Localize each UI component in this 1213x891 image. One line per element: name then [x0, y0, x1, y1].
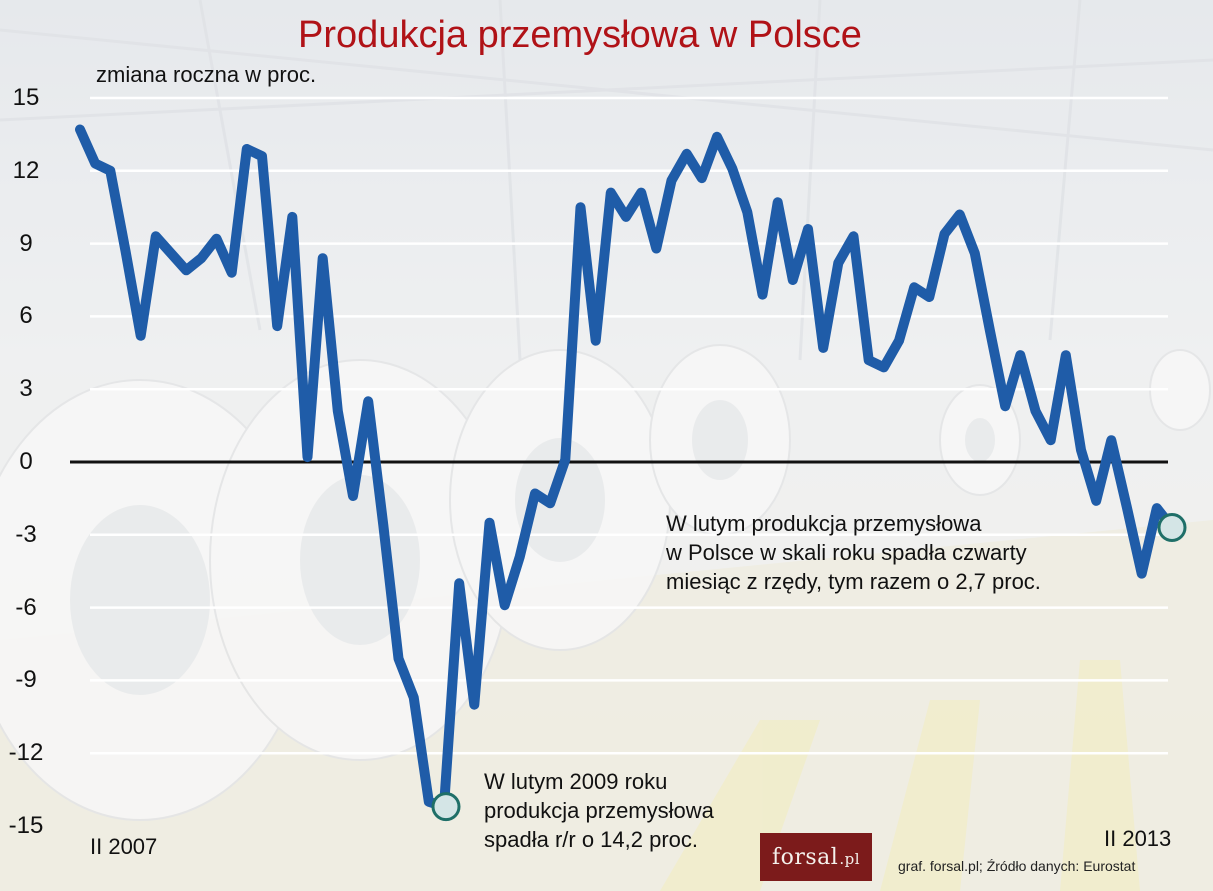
gridlines: [90, 98, 1168, 753]
annotation-low-line-1: W lutym 2009 roku: [484, 767, 714, 796]
annotation-last-line-2: w Polsce w skali roku spadła czwarty: [666, 538, 1041, 567]
annotation-last-point: W lutym produkcja przemysłowa w Polsce w…: [666, 509, 1041, 596]
annotation-last-line-3: miesiąc z rzędy, tym razem o 2,7 proc.: [666, 567, 1041, 596]
x-end-label: II 2013: [1104, 826, 1171, 852]
annotation-low-point: W lutym 2009 roku produkcja przemysłowa …: [484, 767, 714, 854]
annotation-low-line-2: produkcja przemysłowa: [484, 796, 714, 825]
logo-suffix-text: .pl: [839, 850, 860, 868]
low-point-marker: [433, 794, 459, 820]
forsal-logo[interactable]: forsal .pl: [760, 833, 872, 881]
annotation-last-line-1: W lutym produkcja przemysłowa: [666, 509, 1041, 538]
x-start-label: II 2007: [90, 834, 157, 860]
logo-main-text: forsal: [772, 845, 838, 870]
source-note: graf. forsal.pl; Źródło danych: Eurostat: [898, 858, 1135, 874]
annotation-low-line-3: spadła r/r o 14,2 proc.: [484, 825, 714, 854]
last-point-marker: [1159, 515, 1185, 541]
production-series-line: [80, 130, 1172, 807]
